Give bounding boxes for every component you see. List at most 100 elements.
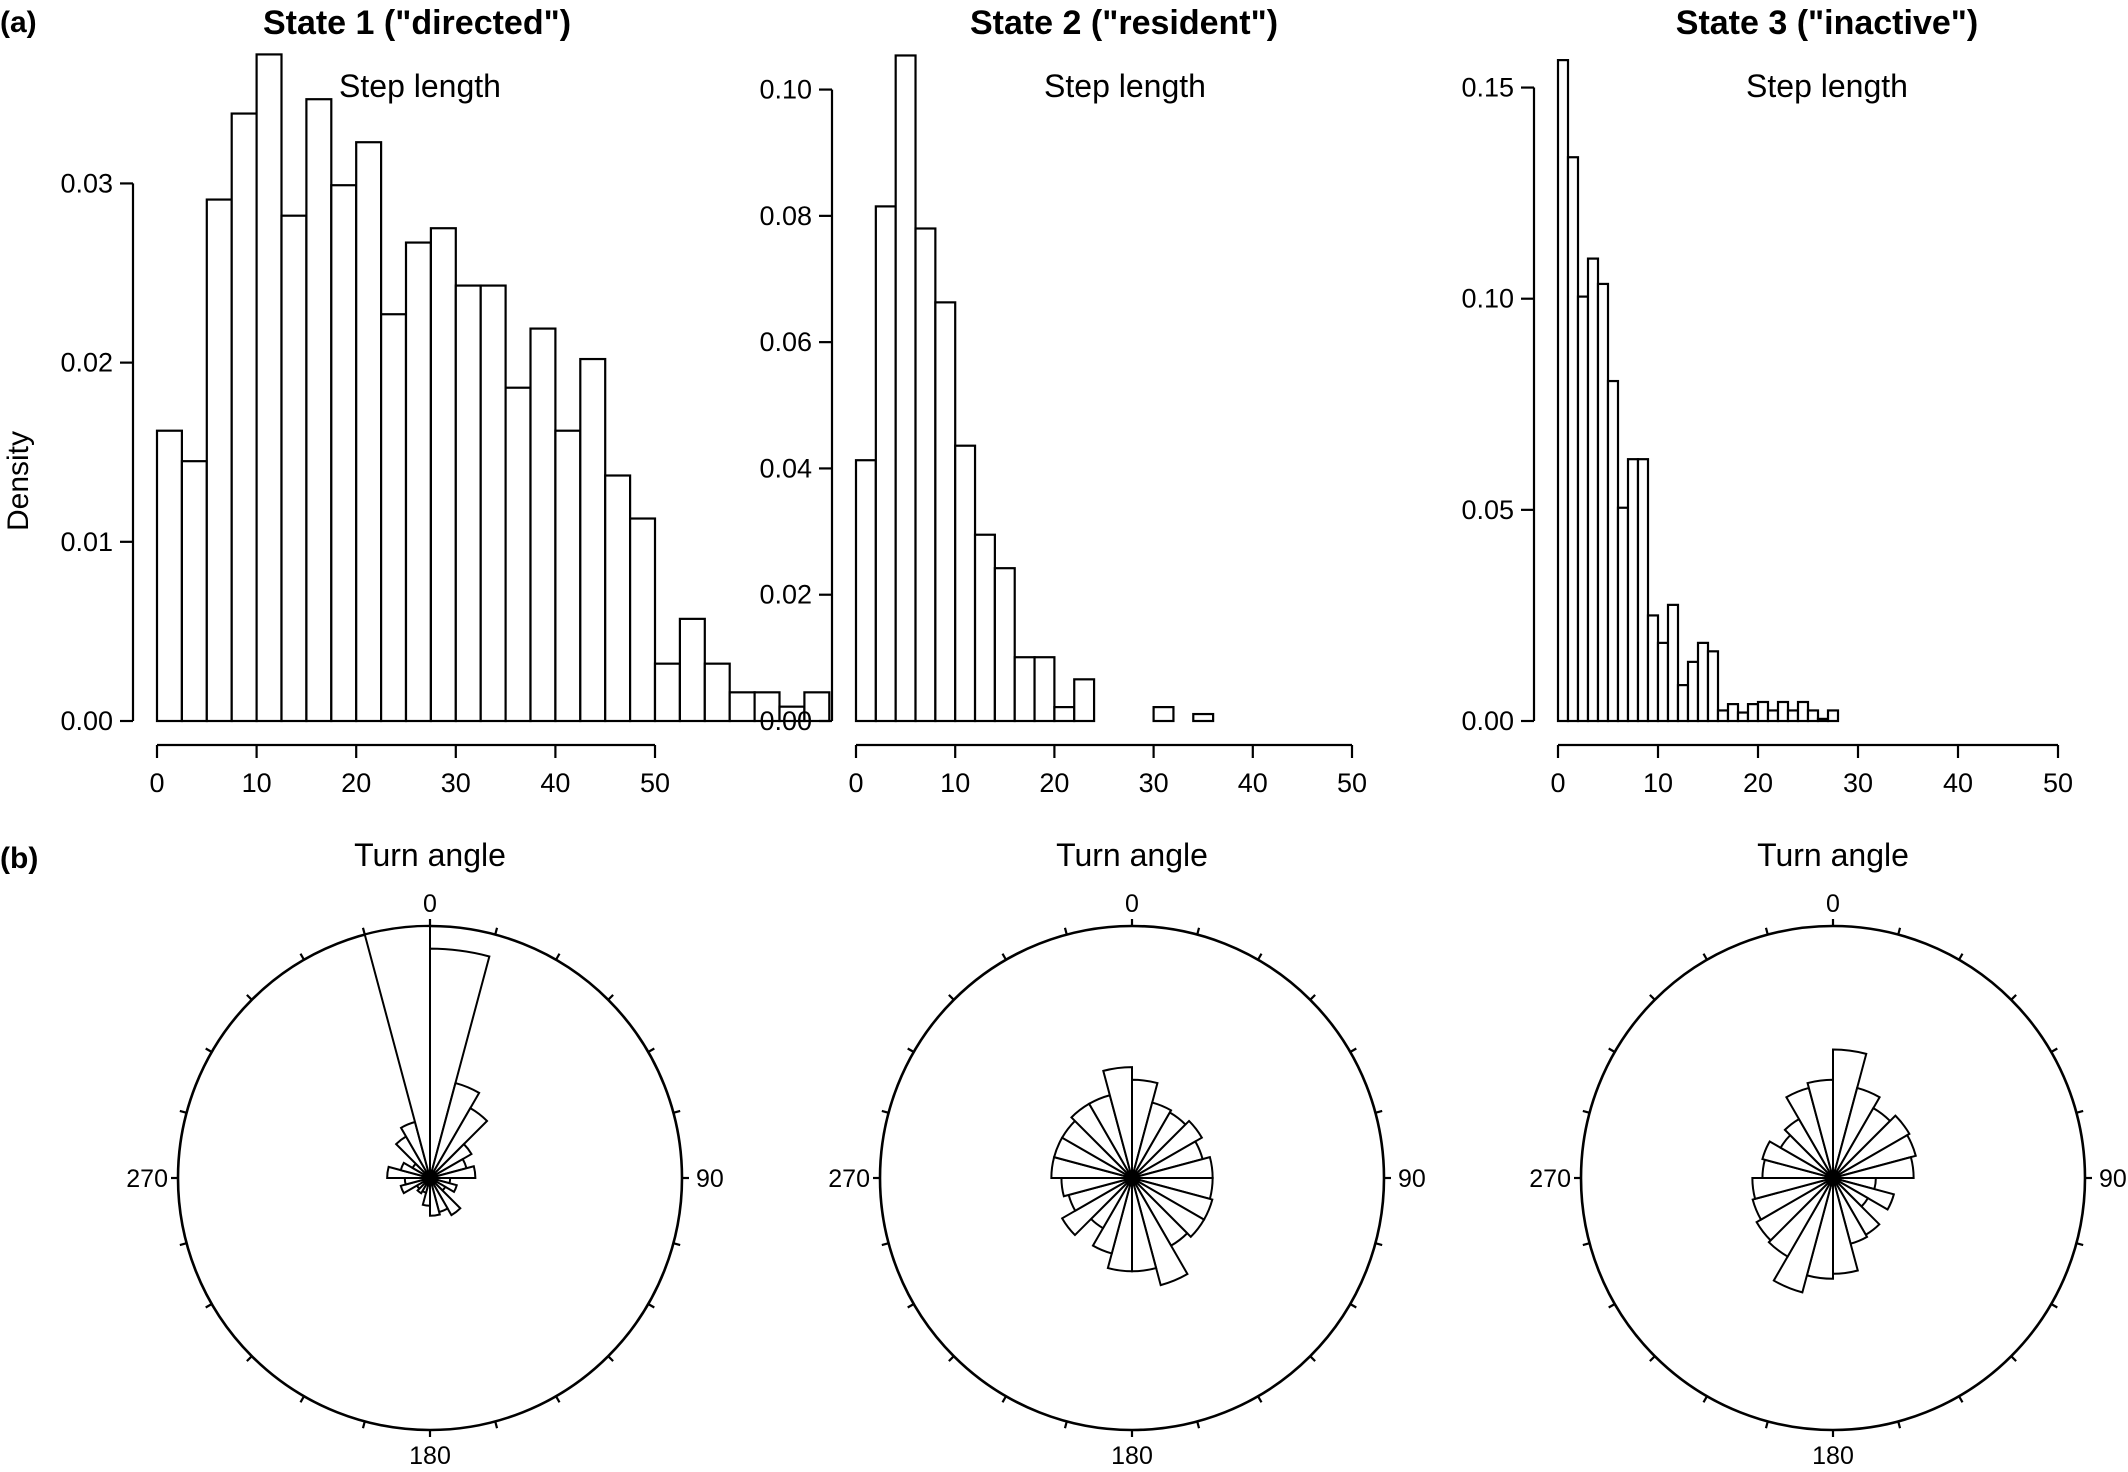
rose-wedge <box>1131 1177 1206 1239</box>
rose-tick <box>647 1303 655 1309</box>
rose-state-1: Turn angle 0 90 180 270 <box>126 837 724 1470</box>
rose-state-2: Turn angle 0 90 180 270 <box>828 837 1426 1470</box>
histogram-bar <box>280 214 308 723</box>
rose-tick <box>1309 1355 1316 1362</box>
rose-tick <box>647 1047 655 1053</box>
x-tick-label: 40 <box>1238 768 1268 798</box>
histogram-bar <box>1596 282 1610 723</box>
histogram-bar <box>180 460 208 723</box>
rose-tick <box>361 1421 366 1429</box>
x-tick-label: 40 <box>540 768 570 798</box>
histogram-bar <box>1556 59 1570 723</box>
rose-tick <box>948 994 955 1001</box>
x-tick-label: 10 <box>940 768 970 798</box>
histogram-bar <box>1686 660 1700 723</box>
histogram-bar <box>1656 641 1670 723</box>
rose-wedge <box>1131 1119 1204 1179</box>
rose-tick <box>361 927 366 935</box>
rose-wedge <box>399 1177 431 1195</box>
rose-tick <box>1958 1395 1964 1403</box>
chart-title: Turn angle <box>1757 837 1909 873</box>
histogram-bar <box>1716 709 1730 723</box>
x-tick-label: 0 <box>1550 768 1565 798</box>
histogram-state-1: State 1 ("directed") Step length 0 10 20 30… <box>60 4 831 798</box>
rose-wedge <box>429 1177 462 1217</box>
rose-tick <box>881 1242 889 1247</box>
rose-tick <box>2076 1109 2084 1114</box>
histogram-bar <box>604 474 632 723</box>
histogram-state-2: State 2 ("resident") Step length 0 10 20 30… <box>759 4 1367 798</box>
rose-tick <box>1608 1047 1616 1053</box>
histogram-bar <box>1636 458 1650 723</box>
histogram-bar <box>479 284 507 723</box>
histogram-bar <box>1826 709 1840 723</box>
rose-tick <box>673 1109 681 1114</box>
histogram-bar <box>1816 717 1830 723</box>
histogram-bar <box>1706 650 1720 723</box>
histogram-bar <box>1073 678 1096 723</box>
angle-label-90: 90 <box>696 1165 724 1193</box>
rose-wedge <box>429 1081 481 1179</box>
histogram-bar <box>1646 614 1660 723</box>
y-tick-label: 0.02 <box>759 580 812 610</box>
rose-tick <box>494 1421 499 1429</box>
histogram-bar <box>155 429 183 723</box>
rose-wedge <box>1806 1078 1834 1179</box>
rose-tick <box>1001 953 1007 961</box>
rose-tick <box>1257 1395 1263 1403</box>
y-tick-label: 0.01 <box>60 527 113 557</box>
histogram-bar <box>404 241 432 723</box>
rose-tick <box>1608 1303 1616 1309</box>
rose-wedge <box>1060 1177 1133 1237</box>
histogram-bar <box>579 357 607 723</box>
rose-tick <box>1196 927 1201 935</box>
histogram-state-3: State 3 ("inactive") Step length 0 10 20 30… <box>1461 4 2073 798</box>
y-tick-label: 0.03 <box>60 168 113 198</box>
panel-a-label: (a) <box>0 6 37 39</box>
rose-tick <box>948 1355 955 1362</box>
histogram-bar <box>380 313 408 723</box>
x-tick-label: 30 <box>1843 768 1873 798</box>
rose-tick <box>1649 994 1656 1001</box>
histogram-bar <box>1192 712 1215 723</box>
histogram-bar <box>1053 706 1076 723</box>
rose-tick <box>673 1242 681 1247</box>
angle-label-270: 270 <box>126 1165 168 1193</box>
rose-wedge <box>1832 1155 1915 1179</box>
histogram-bar <box>678 617 706 723</box>
histogram-bar <box>1806 709 1820 723</box>
rose-tick <box>179 1109 187 1114</box>
rose-tick <box>1196 1421 1201 1429</box>
histogram-bar <box>529 327 557 723</box>
x-tick-label: 20 <box>1743 768 1773 798</box>
rose-tick <box>1702 953 1708 961</box>
histogram-bar <box>1576 295 1590 723</box>
rose-wedge <box>1755 1177 1834 1242</box>
rose-tick <box>1649 1355 1656 1362</box>
angle-label-270: 270 <box>1529 1165 1571 1193</box>
histogram-bar <box>355 141 383 723</box>
histogram-bar <box>554 429 582 723</box>
rose-tick <box>1001 1395 1007 1403</box>
rose-tick <box>555 953 561 961</box>
histogram-bar <box>1586 257 1600 723</box>
histogram-bar <box>973 533 996 723</box>
histogram-bar <box>914 227 937 723</box>
histogram-bar <box>1796 700 1810 723</box>
rose-tick <box>2076 1242 2084 1247</box>
x-tick-label: 40 <box>1943 768 1973 798</box>
rose-tick <box>179 1242 187 1247</box>
rose-tick <box>299 953 305 961</box>
y-tick-label: 0.04 <box>759 453 812 483</box>
chart-title: Turn angle <box>354 837 506 873</box>
histogram-bar <box>1152 706 1175 723</box>
histogram-bar <box>854 459 877 723</box>
angle-label-0: 0 <box>1826 890 1840 918</box>
x-tick-label: 20 <box>341 768 371 798</box>
rose-wedge <box>1772 1177 1834 1294</box>
rose-tick <box>205 1047 213 1053</box>
rose-tick <box>1375 1109 1383 1114</box>
panel-b-label: (b) <box>0 842 38 875</box>
rose-tick <box>1063 927 1068 935</box>
rose-wedge <box>429 1177 442 1217</box>
